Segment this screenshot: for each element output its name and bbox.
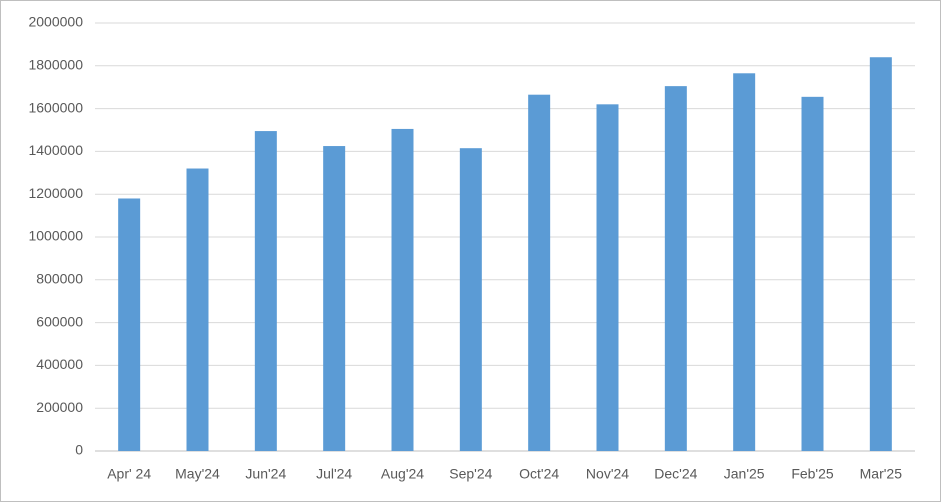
y-tick-label: 1400000	[28, 142, 83, 158]
x-tick-label: Jun'24	[245, 466, 286, 482]
x-tick-label: May'24	[175, 466, 220, 482]
x-tick-label: Oct'24	[519, 466, 559, 482]
y-tick-label: 400000	[36, 356, 83, 372]
bar	[254, 131, 277, 451]
bar	[664, 86, 687, 451]
bar	[459, 148, 482, 451]
x-tick-label: Feb'25	[791, 466, 834, 482]
x-tick-label: Jul'24	[316, 466, 352, 482]
x-tick-label: Nov'24	[586, 466, 629, 482]
x-tick-label: Mar'25	[860, 466, 903, 482]
bar	[596, 104, 619, 451]
y-tick-label: 800000	[36, 271, 83, 287]
x-tick-label: Sep'24	[449, 466, 492, 482]
bar	[733, 73, 756, 451]
y-tick-label: 1000000	[28, 228, 83, 244]
y-tick-label: 200000	[36, 399, 83, 415]
bar	[186, 168, 209, 451]
x-tick-label: Jan'25	[724, 466, 765, 482]
x-tick-label: Aug'24	[381, 466, 424, 482]
bar	[528, 94, 551, 451]
bar	[323, 146, 346, 452]
bar	[118, 198, 141, 451]
bar	[801, 96, 824, 451]
y-tick-label: 2000000	[28, 14, 83, 30]
x-tick-label: Apr' 24	[107, 466, 151, 482]
y-tick-label: 0	[75, 442, 83, 458]
y-tick-label: 1600000	[28, 99, 83, 115]
bar	[869, 57, 892, 452]
x-tick-label: Dec'24	[654, 466, 697, 482]
bar	[391, 128, 414, 451]
y-tick-label: 1800000	[28, 57, 83, 73]
y-tick-label: 1200000	[28, 185, 83, 201]
y-tick-label: 600000	[36, 313, 83, 329]
